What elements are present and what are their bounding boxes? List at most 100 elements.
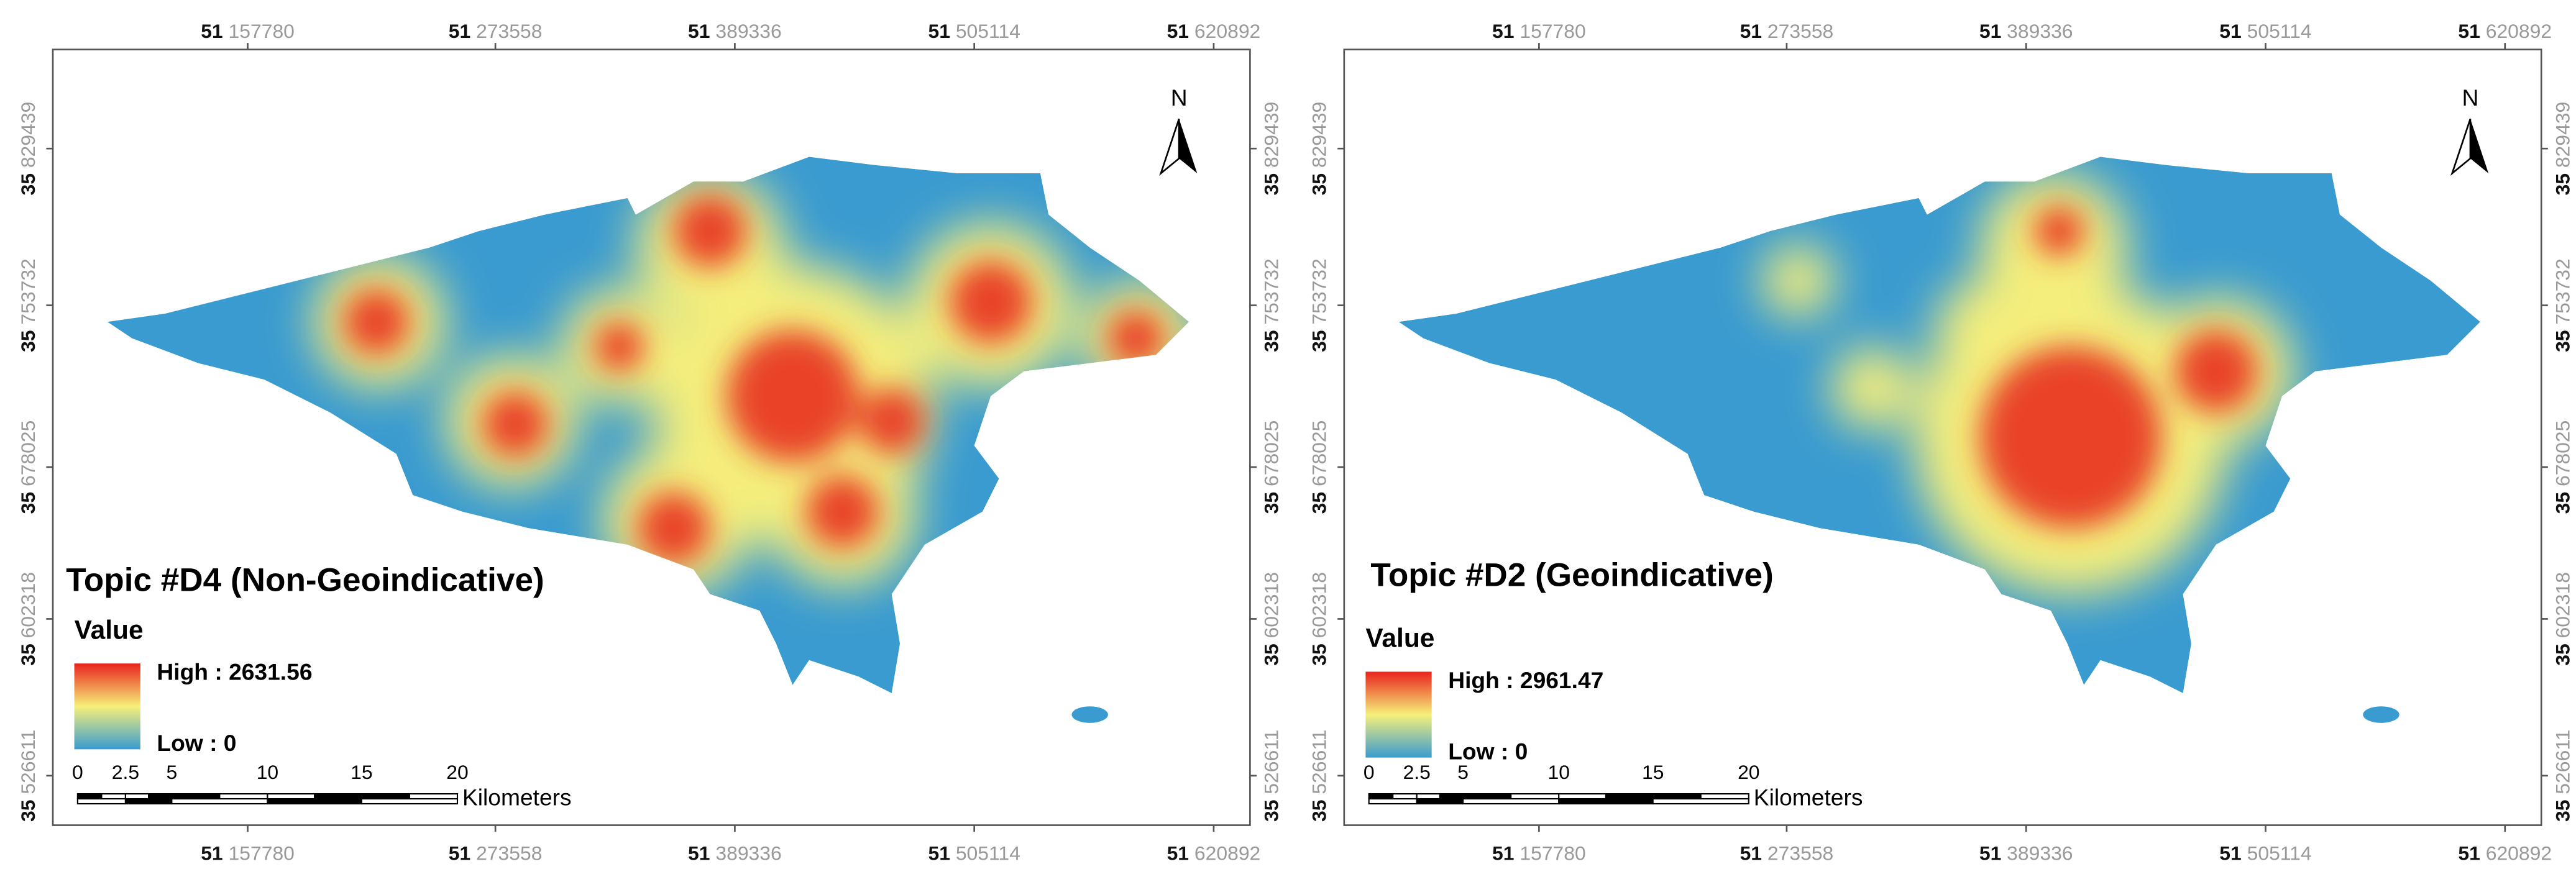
deg: 35: [2552, 800, 2574, 822]
scale-label: 20: [1738, 761, 1759, 783]
deg: 51: [1492, 20, 1514, 43]
scale-seg: [76, 793, 103, 800]
legend-ramp: [74, 663, 140, 750]
min: 157780: [229, 20, 295, 43]
deg: 35: [1308, 330, 1331, 352]
y-tick-label: 35 526611: [17, 730, 39, 822]
hotspot: [2175, 330, 2258, 413]
min: 273558: [1767, 842, 1833, 865]
scale-seg: [124, 793, 150, 800]
min: 678025: [1308, 421, 1331, 486]
scale-seg: [314, 793, 362, 800]
scale-seg: [267, 798, 362, 805]
min: 389336: [2007, 20, 2073, 43]
scale-unit: Kilometers: [1754, 784, 1863, 811]
min: 753732: [1260, 258, 1283, 324]
min: 620892: [1194, 20, 1260, 43]
deg: 35: [1260, 492, 1283, 514]
x-tick-label: 51 273558: [449, 20, 543, 43]
deg: 51: [2458, 842, 2480, 865]
scale-label: 10: [1548, 761, 1570, 783]
y-tick-label: 35 678025: [1308, 421, 1331, 514]
map-title: Topic #D2 (Geoindicative): [1370, 557, 1773, 593]
map-frame: [1343, 48, 2542, 826]
scale-seg: [1368, 793, 1394, 800]
scale-seg: [124, 798, 173, 805]
hotspot: [2034, 206, 2084, 256]
deg: 35: [1308, 173, 1331, 195]
scale-label: 2.5: [112, 761, 139, 783]
north-label: N: [2462, 84, 2479, 111]
map-frame: [52, 48, 1251, 826]
scale-seg: [1652, 793, 1702, 800]
scale-seg: [1368, 798, 1418, 805]
y-tick-label: 35 602318: [1308, 572, 1331, 666]
x-tick-label: 51 389336: [1979, 842, 2073, 865]
scale-seg: [1462, 793, 1512, 800]
hotspot: [1979, 347, 2162, 529]
y-tick-label: 35 526611: [1260, 730, 1283, 822]
y-tick-label: 35 678025: [17, 421, 39, 514]
x-tick-label: 51 620892: [2458, 20, 2552, 43]
min: 526611: [1308, 730, 1331, 794]
deg: 51: [1167, 20, 1189, 43]
deg: 51: [1979, 20, 2001, 43]
deg: 51: [449, 842, 470, 865]
deg: 35: [2552, 330, 2574, 352]
x-tick-label: 51 620892: [2458, 842, 2552, 865]
deg: 35: [17, 800, 39, 822]
scale-seg: [267, 793, 316, 800]
legend-title: Value: [1365, 624, 1434, 653]
min: 157780: [229, 842, 295, 865]
legend-ramp: [1365, 671, 1432, 758]
min: 157780: [1519, 20, 1585, 43]
hotspot: [594, 322, 644, 371]
scale-seg: [1558, 798, 1654, 805]
scale-label: 5: [1457, 761, 1469, 783]
scale-seg: [360, 793, 411, 800]
x-tick-label: 51 273558: [449, 842, 543, 865]
north-arrow: [2450, 118, 2472, 176]
scale-seg: [148, 793, 173, 800]
scale-seg: [1558, 793, 1607, 800]
hotspot: [482, 391, 549, 458]
scale-seg: [1652, 798, 1749, 805]
legend-title: Value: [75, 616, 144, 645]
min: 505114: [2247, 842, 2312, 865]
deg: 35: [2552, 643, 2574, 665]
deg: 51: [1740, 842, 1762, 865]
y-tick-label: 35 753732: [17, 258, 39, 352]
min: 620892: [1194, 842, 1260, 865]
hotspot: [1935, 280, 2035, 380]
scale-label: 5: [166, 761, 177, 783]
hotspot: [637, 491, 710, 565]
scale-seg: [1416, 793, 1441, 800]
north-arrow: [2470, 119, 2489, 174]
deg: 51: [928, 842, 950, 865]
x-tick-label: 51 620892: [1167, 20, 1261, 43]
deg: 35: [2552, 173, 2574, 195]
min: 678025: [1260, 421, 1283, 486]
min: 753732: [1308, 258, 1331, 324]
scale-seg: [1439, 793, 1464, 800]
legend-low: Low : 0: [1448, 738, 1528, 764]
x-tick-label: 51 157780: [1492, 20, 1586, 43]
hotspot: [805, 475, 879, 548]
x-tick-label: 51 273558: [1740, 842, 1834, 865]
min: 829439: [17, 102, 39, 168]
min: 678025: [2552, 421, 2574, 486]
scale-seg: [171, 793, 221, 800]
scale-seg: [1416, 798, 1464, 805]
deg: 35: [1260, 643, 1283, 665]
legend-high: High : 2631.56: [157, 659, 312, 685]
x-tick-label: 51 273558: [1740, 20, 1834, 43]
min: 602318: [1260, 572, 1283, 638]
scale-seg: [1700, 793, 1749, 800]
deg: 35: [17, 173, 39, 195]
hotspot: [1831, 347, 1914, 429]
y-tick-label: 35 829439: [17, 102, 39, 196]
north-label: N: [1171, 84, 1188, 111]
map-title: Topic #D4 (Non-Geoindicative): [66, 561, 544, 598]
